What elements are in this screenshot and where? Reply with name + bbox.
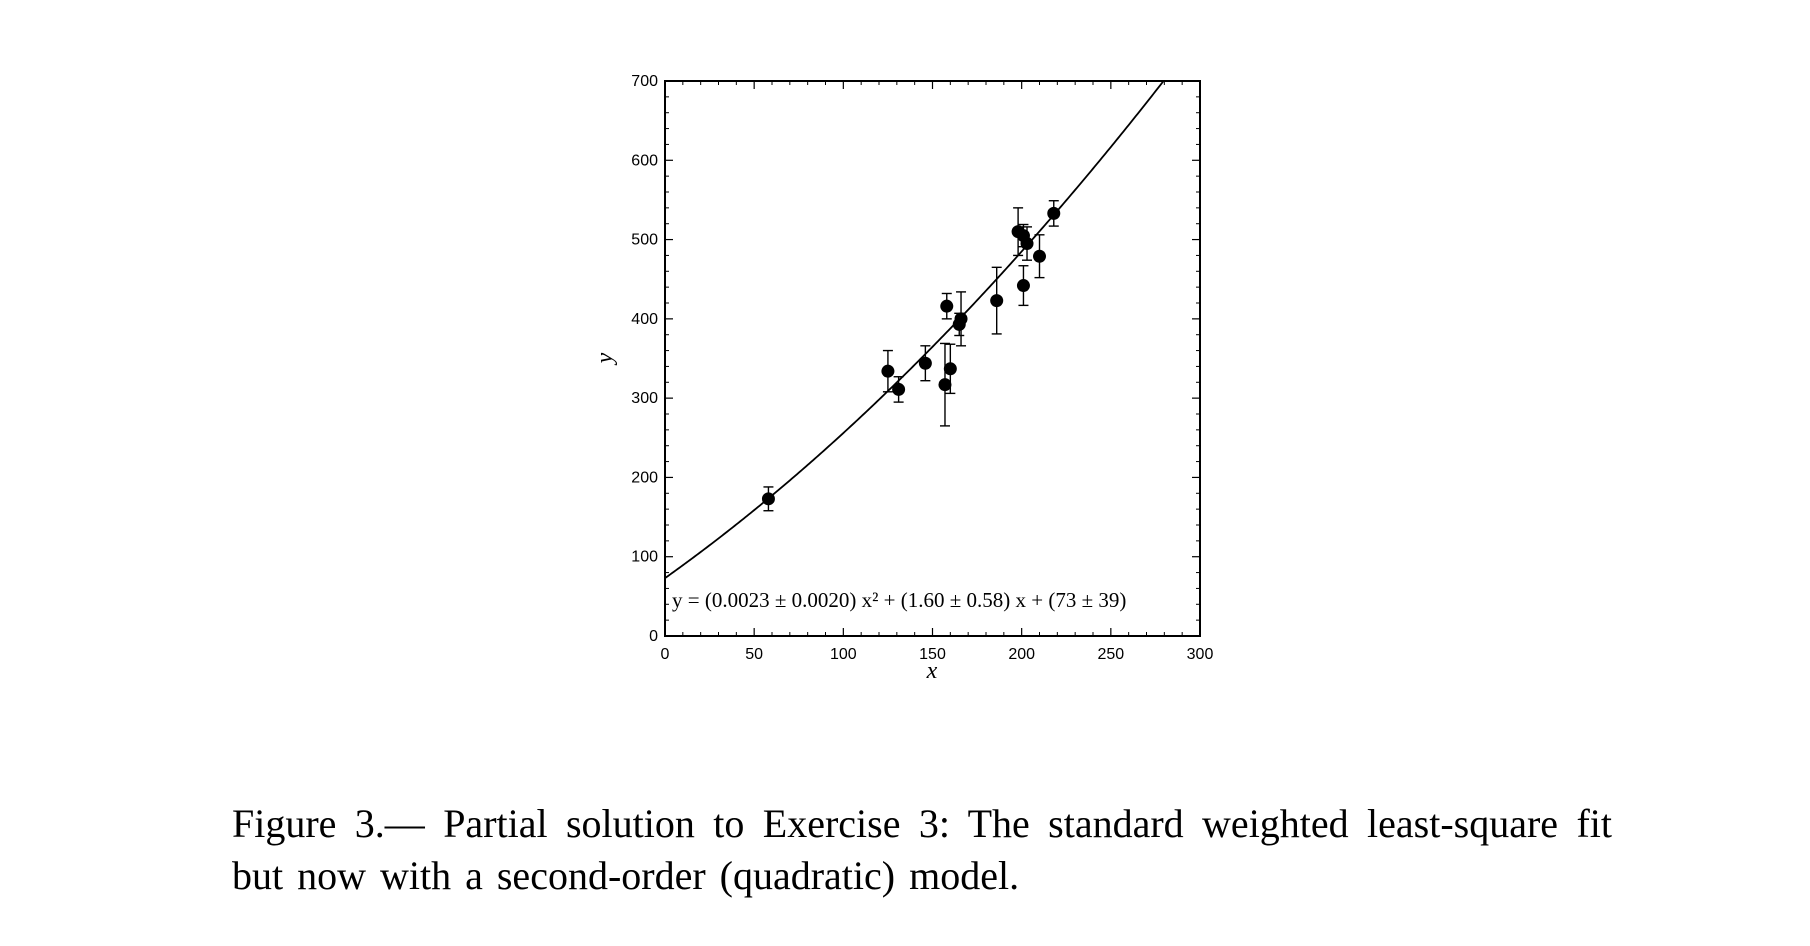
point-marker [940,299,954,313]
figure-caption: Figure 3.— Partial solution to Exercise … [232,801,1612,898]
y-tick-label: 600 [631,152,658,169]
point-marker [881,364,895,378]
data-points [761,200,1061,512]
point-marker [1020,237,1034,251]
x-tick-label: 100 [830,646,857,663]
data-point [1033,234,1046,279]
data-point [1020,226,1034,261]
x-tick-label: 150 [919,646,946,663]
data-point [940,292,954,320]
data-point [892,376,906,403]
major-ticks [664,80,1201,637]
x-axis-label: x [926,658,938,684]
point-marker [1033,249,1046,263]
x-tick-label: 300 [1187,646,1214,663]
data-point [938,342,952,427]
point-marker [1016,279,1030,293]
point-marker [943,362,957,376]
y-tick-label: 300 [631,390,658,407]
y-tick-label: 500 [631,232,658,249]
y-axis-label: y [592,352,618,365]
point-marker [761,492,775,506]
data-point [990,266,1004,335]
y-tick-labels: 0 100 200 300 400 500 600 700 [631,73,658,645]
data-point [761,486,775,512]
point-marker [954,312,968,326]
x-tick-label: 0 [661,646,670,663]
y-tick-label: 100 [631,549,658,566]
y-tick-label: 700 [631,73,658,90]
point-marker [892,382,906,396]
y-tick-label: 400 [631,311,658,328]
x-tick-label: 250 [1097,646,1124,663]
x-tick-label: 50 [745,646,763,663]
y-tick-label: 200 [631,469,658,486]
data-point [954,291,968,347]
minor-ticks [665,81,1200,636]
x-tick-labels: 0 50 100 150 200 250 300 [661,646,1214,663]
data-point [1047,200,1061,227]
fit-curve [665,81,1165,579]
data-point [943,343,957,395]
plot-frame [664,80,1201,637]
data-point [881,349,895,393]
x-tick-label: 200 [1008,646,1035,663]
point-marker [938,378,952,392]
point-marker [990,294,1004,308]
data-point [918,345,932,382]
point-marker [1047,206,1061,220]
data-point [1016,265,1030,307]
fit-equation: y = (0.0023 ± 0.0020) x² + (1.60 ± 0.58)… [672,588,1126,612]
y-tick-label: 0 [649,628,658,645]
point-marker [918,356,932,370]
